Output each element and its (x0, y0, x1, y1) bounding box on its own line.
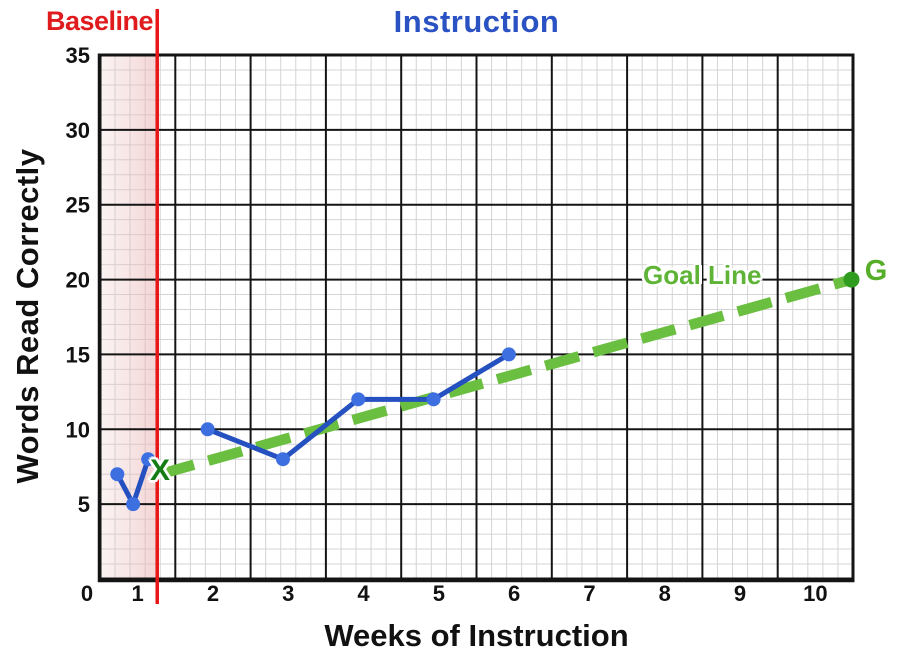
grid-minor (100, 55, 853, 579)
goal-start-x-label: X (149, 454, 170, 487)
baseline-phase-label: Baseline (46, 6, 154, 36)
goal-end-g-label: G (864, 255, 888, 287)
goal-point (843, 271, 860, 288)
goal-line-label: Goal Line (643, 260, 762, 290)
data-point (351, 392, 366, 407)
y-axis-title: Words Read Correctly (10, 148, 45, 484)
x-tick-label: 1 (132, 581, 144, 606)
y-tick-label: 25 (66, 193, 90, 218)
x-tick-labels: 0 1 2 3 4 5 6 7 8 9 10 (81, 581, 828, 606)
y-tick-label: 20 (66, 268, 90, 293)
data-point (200, 422, 215, 437)
x-tick-label: 8 (659, 581, 671, 606)
x-tick-label: 2 (207, 581, 219, 606)
y-tick-labels: 5 10 15 20 25 30 35 (66, 43, 90, 517)
x-tick-label: 6 (508, 581, 520, 606)
instruction-series-line (205, 351, 512, 462)
y-tick-label: 10 (66, 417, 90, 442)
chart-title: Instruction (393, 4, 560, 39)
x-tick-label: 9 (734, 581, 746, 606)
x-tick-label: 0 (81, 581, 93, 606)
goal-line (158, 274, 853, 480)
x-axis-title: Weeks of Instruction (324, 618, 629, 653)
x-tick-label: 10 (803, 581, 827, 606)
y-tick-label: 35 (66, 43, 90, 68)
y-tick-label: 15 (66, 342, 90, 367)
x-tick-label: 3 (282, 581, 294, 606)
x-tick-label: 4 (357, 581, 370, 606)
y-tick-label: 5 (78, 492, 90, 517)
data-point (141, 452, 156, 467)
y-tick-label: 30 (66, 118, 90, 143)
data-point (426, 392, 441, 407)
data-point (110, 467, 125, 482)
grid-major (100, 55, 853, 579)
x-tick-label: 5 (433, 581, 445, 606)
x-tick-label: 7 (583, 581, 595, 606)
data-point (275, 452, 290, 467)
data-point (126, 497, 141, 512)
data-point (501, 347, 516, 362)
